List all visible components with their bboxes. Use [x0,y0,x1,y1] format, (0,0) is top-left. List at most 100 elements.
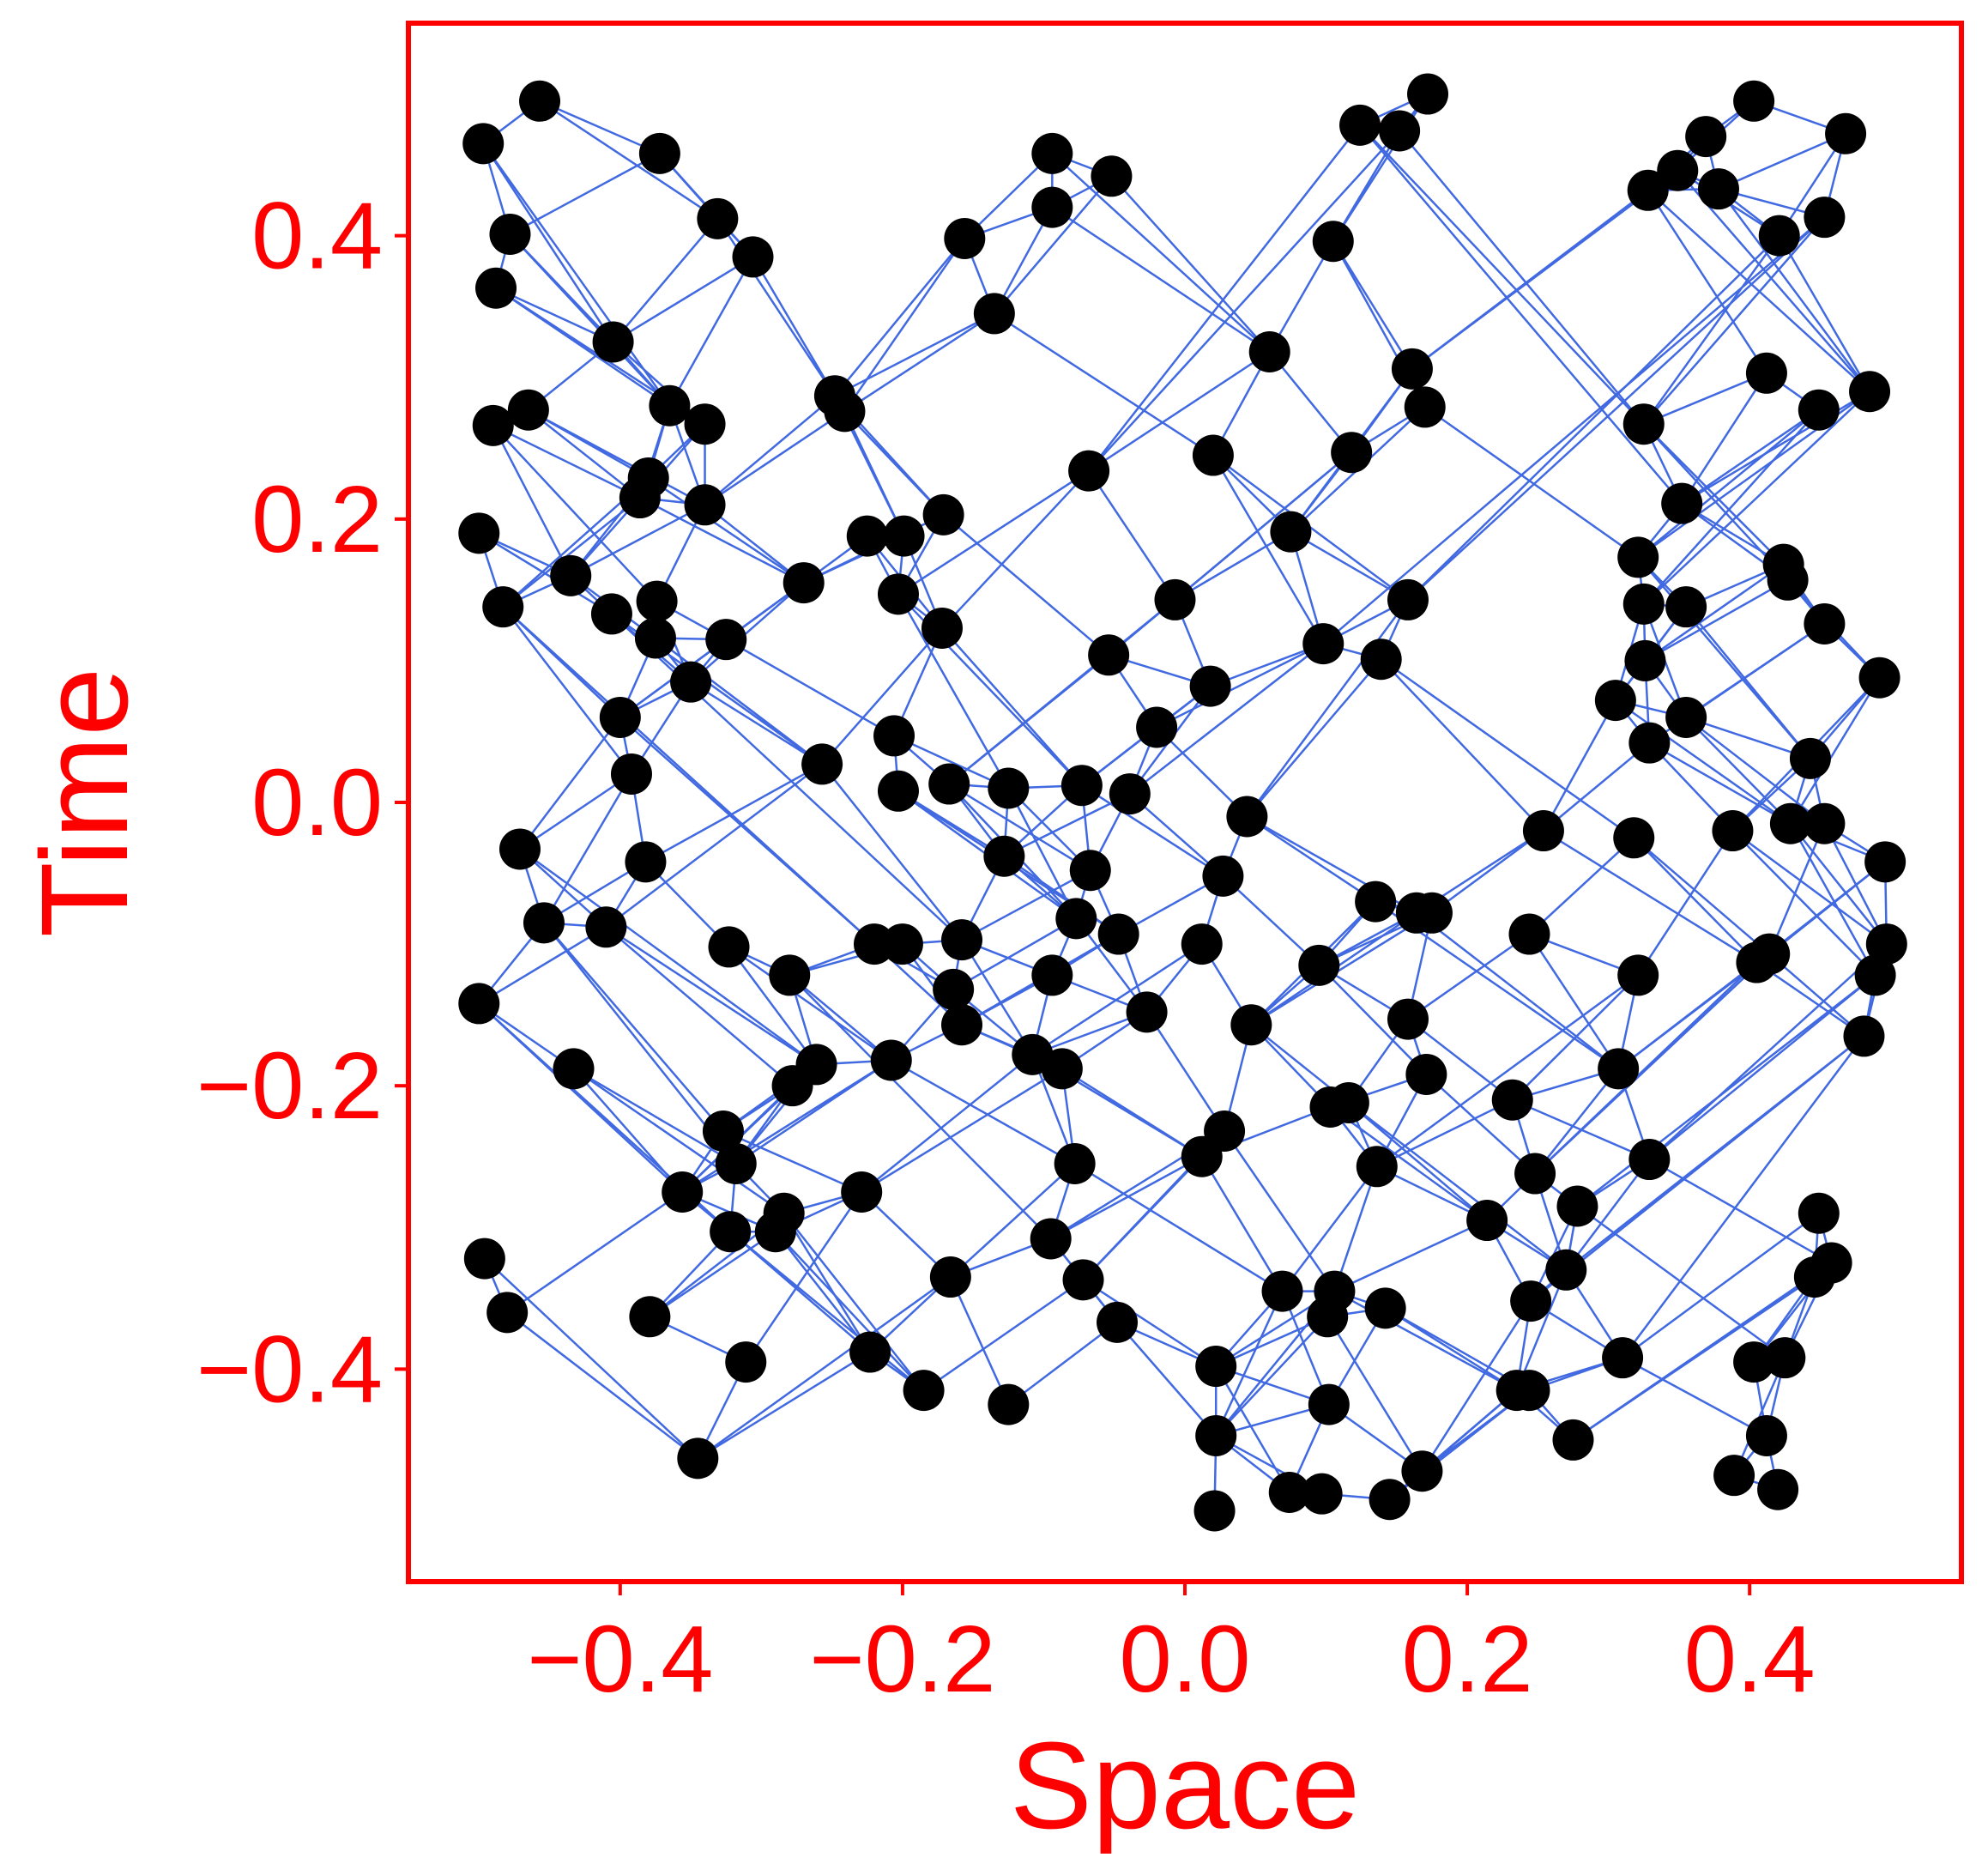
data-point [1268,1471,1310,1513]
edge-line [1642,423,1789,581]
edge-line [1333,1165,1378,1292]
edge-line [1156,642,1324,729]
edge-line [716,218,836,396]
data-point [1088,634,1130,676]
edge-line [1081,784,1224,877]
edge-line [478,926,607,1005]
data-point [1685,116,1727,158]
edge-line [1031,943,1203,1056]
data-point [1613,817,1655,859]
edge-line [478,532,613,615]
data-point [1411,892,1453,934]
edge-line [648,476,805,584]
edge-line [1789,822,1888,945]
edge-line [1528,933,1620,1070]
data-point [769,954,811,996]
data-point [973,293,1015,335]
edge-line [1399,130,1645,426]
data-point [629,1296,671,1338]
edge-line [1685,716,1826,825]
edge-line [948,654,1109,785]
edge-line [1200,1156,1284,1292]
data-point [933,968,975,1010]
data-point [1202,855,1244,897]
data-point [702,1110,744,1153]
data-point [1622,403,1665,445]
edge-line [949,1276,1010,1406]
data-point [1097,1301,1139,1343]
data-point [1602,1337,1644,1379]
edge-line [502,497,641,608]
data-point [1060,765,1103,807]
data-point [1804,197,1846,239]
edge-line [1407,933,1531,1020]
edge-line [1642,234,1780,425]
edge-line [1648,943,1888,1160]
edge-line [897,593,1010,790]
edge-line [1425,1074,1536,1175]
data-point [550,554,592,596]
data-point [1405,1053,1447,1095]
data-point [1339,104,1381,146]
edge-line [649,1231,776,1318]
edge-line [644,763,823,863]
edge-line [1250,911,1433,1026]
data-point [677,1437,719,1480]
edge-line [1681,408,1820,505]
edge-line [843,312,995,413]
edge-line [1633,837,1771,955]
edge-line [950,1163,1076,1278]
edge-line [1129,793,1224,877]
edge-line [572,1068,737,1165]
data-point [1514,1153,1556,1195]
data-point [458,512,500,554]
edge-line [1644,578,1789,662]
edge-line [1359,124,1645,426]
data-point [1552,1419,1594,1461]
data-point [592,321,634,363]
edge-line [1088,130,1401,472]
edge-line [1637,830,1734,977]
edge-line [993,175,1113,315]
data-point [1031,954,1073,996]
data-point [1091,155,1133,197]
edge-line [948,783,1091,872]
data-point [649,384,691,427]
edge-line [1333,1219,1488,1292]
edge-line [843,410,945,516]
data-point [1522,810,1564,852]
edge-line [612,218,719,343]
data-point [1556,1185,1598,1227]
edge-line [528,408,706,506]
data-point [1622,583,1665,625]
data-point [1764,1337,1806,1379]
edge-line [1565,1159,1651,1271]
edge-line [492,425,658,602]
x-tick-label: 0.4 [1684,1607,1816,1712]
data-point [877,770,919,812]
data-point [1798,389,1840,431]
edge-line [1647,190,1767,374]
data-point [903,1370,945,1412]
data-point [941,1004,983,1046]
edge-line [1534,961,1758,1175]
data-point [462,123,505,165]
edge-line [1731,830,1876,977]
data-point [625,841,667,883]
data-point [1758,215,1800,257]
edge-line [1543,741,1651,832]
edge-line [519,772,632,850]
edge-line [1332,240,1413,370]
edge-line [1224,1130,1336,1292]
edge-line [482,142,614,343]
data-point [1054,1142,1096,1184]
data-point [507,389,549,431]
y-axis-title: Time [15,668,154,938]
edge-line [1681,390,1870,505]
data-point [610,753,652,795]
data-point [1391,348,1433,390]
data-point [1355,881,1397,923]
edge-line [1348,1102,1488,1221]
edge-line [1333,1290,1518,1392]
